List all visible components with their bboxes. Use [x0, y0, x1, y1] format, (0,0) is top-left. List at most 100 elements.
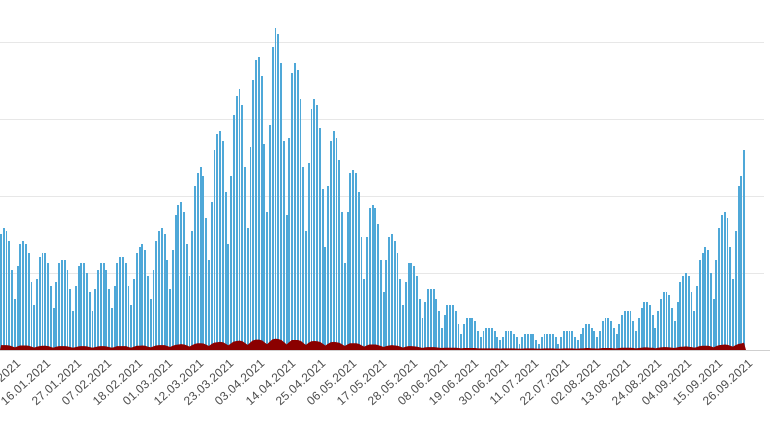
case-bar [49, 285, 52, 350]
case-bar [277, 34, 280, 350]
case-bar [133, 279, 135, 350]
case-bar [52, 308, 55, 350]
gridline [0, 42, 764, 43]
case-bar [144, 250, 147, 350]
case-bar [515, 337, 518, 350]
case-bar [19, 243, 22, 350]
case-bar [490, 327, 493, 350]
case-bar [612, 327, 615, 350]
case-bar [599, 330, 601, 350]
plot-area [0, 28, 764, 351]
case-bar [232, 114, 235, 350]
case-bar [721, 214, 723, 350]
case-bar [707, 250, 710, 350]
case-bar [565, 330, 568, 350]
case-bar [723, 211, 726, 350]
case-bar [391, 234, 393, 350]
case-bar [77, 266, 80, 350]
case-bar [227, 243, 230, 350]
case-bar [119, 256, 122, 350]
gridline [0, 273, 764, 274]
x-axis-line [0, 350, 770, 351]
case-bar [615, 333, 618, 350]
case-bar [554, 337, 557, 350]
case-bar [263, 143, 266, 350]
case-bar [171, 250, 174, 350]
case-bar [99, 263, 102, 350]
case-bar [47, 263, 50, 350]
case-bar [266, 211, 269, 350]
case-bar [465, 317, 468, 350]
case-bar [540, 337, 543, 350]
case-bar [449, 304, 452, 350]
case-bar [183, 211, 185, 350]
case-bar [576, 340, 579, 350]
case-bar [282, 140, 285, 350]
case-bar [357, 192, 360, 350]
case-bar [213, 150, 216, 350]
case-bar [404, 282, 407, 350]
case-bar [732, 279, 735, 350]
case-bar [684, 272, 687, 350]
case-bar [651, 314, 654, 350]
case-bar [22, 240, 25, 350]
case-bar [72, 311, 74, 350]
case-bar [468, 317, 471, 350]
case-bar [158, 230, 160, 350]
case-bar [321, 189, 324, 350]
case-bar [413, 266, 416, 350]
case-bar [665, 292, 668, 350]
case-bar [224, 192, 227, 350]
case-bar [640, 308, 643, 350]
case-bar [210, 201, 213, 350]
case-bar [349, 172, 352, 350]
case-bar [61, 259, 63, 350]
case-bar [626, 311, 629, 350]
case-bar [138, 247, 141, 350]
case-bar [235, 95, 238, 350]
case-bar [152, 269, 155, 350]
case-bar [593, 330, 596, 350]
gridline [0, 196, 764, 197]
case-bar [366, 237, 368, 350]
case-bar [363, 279, 366, 350]
case-bar [712, 298, 715, 350]
case-bar [318, 127, 321, 350]
case-bar [396, 253, 399, 350]
case-bar [33, 304, 36, 350]
case-bar [230, 176, 233, 350]
case-bar [571, 330, 574, 350]
case-bar [574, 337, 576, 350]
case-bar [352, 169, 355, 350]
case-bar [737, 185, 740, 350]
case-bar [188, 275, 191, 350]
case-bar [399, 279, 402, 350]
case-bar [452, 304, 454, 350]
case-bar [341, 211, 343, 350]
case-bar [55, 282, 58, 350]
case-bar [202, 176, 205, 350]
case-bar [360, 237, 363, 350]
case-bar [562, 330, 565, 350]
case-bar [257, 57, 260, 350]
case-bar [501, 337, 504, 350]
case-bar [715, 259, 718, 350]
case-bar [177, 205, 180, 350]
case-bar [698, 259, 701, 350]
case-bar [504, 330, 507, 350]
case-bar [418, 298, 421, 350]
case-bar [108, 288, 111, 350]
case-bar [643, 301, 646, 350]
case-bar [657, 311, 660, 350]
case-bar [124, 263, 127, 350]
case-bar [85, 272, 88, 350]
case-bar [557, 343, 560, 350]
case-bar [521, 337, 524, 350]
case-bar [604, 317, 607, 350]
case-bar [585, 324, 588, 350]
case-bar [30, 282, 33, 350]
case-bar [526, 333, 529, 350]
case-bar [637, 317, 640, 350]
case-bar [629, 311, 632, 350]
